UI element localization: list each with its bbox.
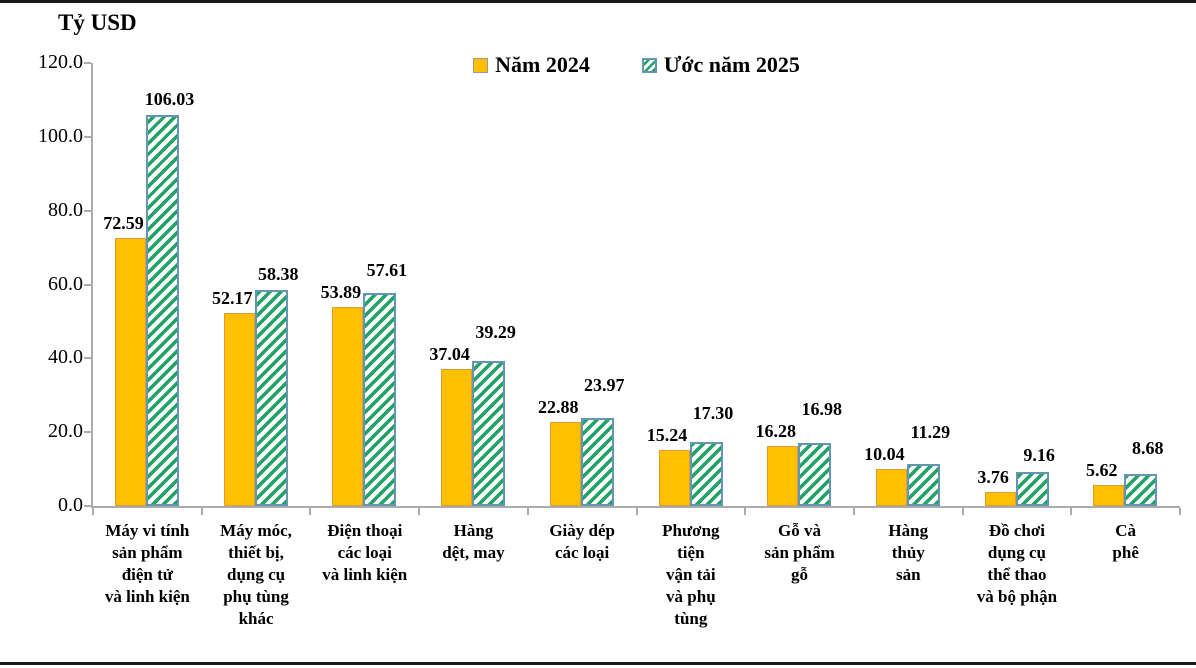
bar-nam-2024 — [875, 468, 907, 506]
x-axis-tick — [852, 508, 855, 515]
top-border-line — [0, 0, 1196, 3]
y-axis-tick — [84, 62, 91, 64]
x-axis-tick — [200, 508, 203, 515]
bar-uoc-nam-2025 — [689, 442, 723, 506]
value-label-nam-2024: 15.24 — [646, 424, 688, 445]
category-label: Máy móc, thiết bị, dụng cụ phụ tùng khác — [220, 521, 292, 628]
bar-uoc-nam-2025 — [1124, 473, 1158, 506]
category-label: Hàng dệt, may — [442, 521, 505, 562]
value-label-nam-2024: 16.28 — [755, 420, 796, 441]
bar-uoc-nam-2025 — [906, 464, 940, 506]
x-axis-tick — [418, 508, 421, 515]
category-label: Phương tiện vận tải và phụ tùng — [662, 521, 720, 628]
bar-uoc-nam-2025 — [363, 293, 397, 506]
x-axis-tick — [92, 508, 94, 515]
bar-nam-2024 — [441, 369, 473, 506]
value-label-uoc-nam-2025: 11.29 — [910, 421, 951, 442]
legend-item-2024: Năm 2024 — [473, 52, 590, 78]
value-label-nam-2024: 3.76 — [977, 467, 1009, 488]
plot-area: 120.0 100.0 80.0 60.0 40.0 20.0 0.0 72.59 106.03… — [38, 51, 1181, 628]
bar-nam-2024 — [223, 313, 255, 506]
x-axis-tick — [961, 508, 964, 515]
bar-uoc-nam-2025 — [146, 114, 179, 506]
x-axis-tick — [526, 508, 529, 515]
y-axis-tick — [84, 209, 91, 212]
legend-item-2025: Ước năm 2025 — [641, 52, 800, 78]
y-axis-tick — [84, 357, 91, 360]
y-axis-tick-label: 0.0 — [58, 494, 83, 516]
y-axis-tick-label: 20.0 — [48, 420, 83, 443]
y-axis-tick-label: 40.0 — [48, 346, 83, 369]
x-axis-tick — [1179, 508, 1181, 515]
bar-nam-2024 — [1093, 485, 1125, 506]
y-axis-tick-label: 60.0 — [48, 272, 83, 295]
bar-nam-2024 — [767, 445, 799, 506]
category-label: Đồ chơi dụng cụ thể thao và bộ phận — [976, 521, 1058, 606]
y-axis-tick — [84, 135, 91, 138]
value-label-nam-2024: 22.88 — [538, 396, 579, 417]
value-label-nam-2024: 10.04 — [864, 443, 905, 464]
y-axis-tick — [84, 283, 91, 286]
bar-uoc-nam-2025 — [254, 290, 288, 506]
value-label-nam-2024: 5.62 — [1086, 460, 1118, 481]
category-label: Máy vi tính sản phẩm điện tử và linh kiệ… — [104, 521, 190, 606]
value-label-nam-2024: 53.89 — [320, 282, 362, 303]
value-label-uoc-nam-2025: 17.30 — [692, 402, 734, 423]
value-label-uoc-nam-2025: 57.61 — [366, 260, 408, 281]
bar-nam-2024 — [332, 307, 364, 506]
bar-uoc-nam-2025 — [798, 443, 832, 506]
bar-nam-2024 — [658, 449, 690, 506]
x-axis-tick — [635, 508, 638, 515]
x-axis-line — [91, 506, 1180, 508]
y-axis-tick-label: 80.0 — [48, 198, 83, 221]
y-axis-unit-label: Tỷ USD — [58, 10, 137, 35]
value-label-nam-2024: 37.04 — [429, 344, 470, 365]
bar-nam-2024 — [115, 238, 146, 506]
x-axis-tick — [309, 508, 312, 515]
bottom-border-line — [0, 662, 1196, 665]
bar-uoc-nam-2025 — [472, 360, 506, 506]
y-axis-tick — [84, 505, 91, 507]
value-label-uoc-nam-2025: 58.38 — [257, 264, 299, 285]
x-axis-tick — [1070, 508, 1073, 515]
value-label-uoc-nam-2025: 9.16 — [1023, 445, 1055, 466]
value-label-uoc-nam-2025: 106.03 — [144, 88, 195, 109]
category-label: Giày dép các loại — [549, 521, 615, 562]
y-axis-tick-label: 120.0 — [38, 51, 83, 73]
value-label-nam-2024: 72.59 — [103, 213, 144, 234]
y-axis-line — [91, 63, 93, 508]
legend-swatch-2025-icon — [641, 57, 657, 73]
legend-swatch-2024-icon — [473, 57, 489, 73]
y-axis-tick-label: 100.0 — [38, 124, 83, 147]
value-label-uoc-nam-2025: 39.29 — [475, 322, 516, 343]
value-label-uoc-nam-2025: 16.98 — [801, 398, 842, 419]
value-label-uoc-nam-2025: 23.97 — [584, 374, 625, 395]
value-label-uoc-nam-2025: 8.68 — [1132, 438, 1164, 459]
category-label: Hàng thủy sản — [888, 521, 929, 584]
category-label: Gỗ và sản phẩm gỗ — [764, 521, 835, 584]
bar-uoc-nam-2025 — [580, 417, 614, 506]
bar-nam-2024 — [549, 421, 581, 506]
chart-legend: Năm 2024 Ước năm 2025 — [93, 52, 1180, 78]
bar-uoc-nam-2025 — [1015, 472, 1049, 506]
bar-nam-2024 — [984, 492, 1016, 506]
category-label: Cà phê — [1112, 521, 1139, 562]
legend-label-2025: Ước năm 2025 — [663, 52, 800, 77]
category-label: Điện thoại các loại và linh kiện — [322, 521, 408, 584]
value-label-nam-2024: 52.17 — [211, 288, 253, 309]
x-axis-tick — [744, 508, 747, 515]
legend-label-2024: Năm 2024 — [495, 52, 590, 77]
y-axis-tick — [84, 431, 91, 434]
